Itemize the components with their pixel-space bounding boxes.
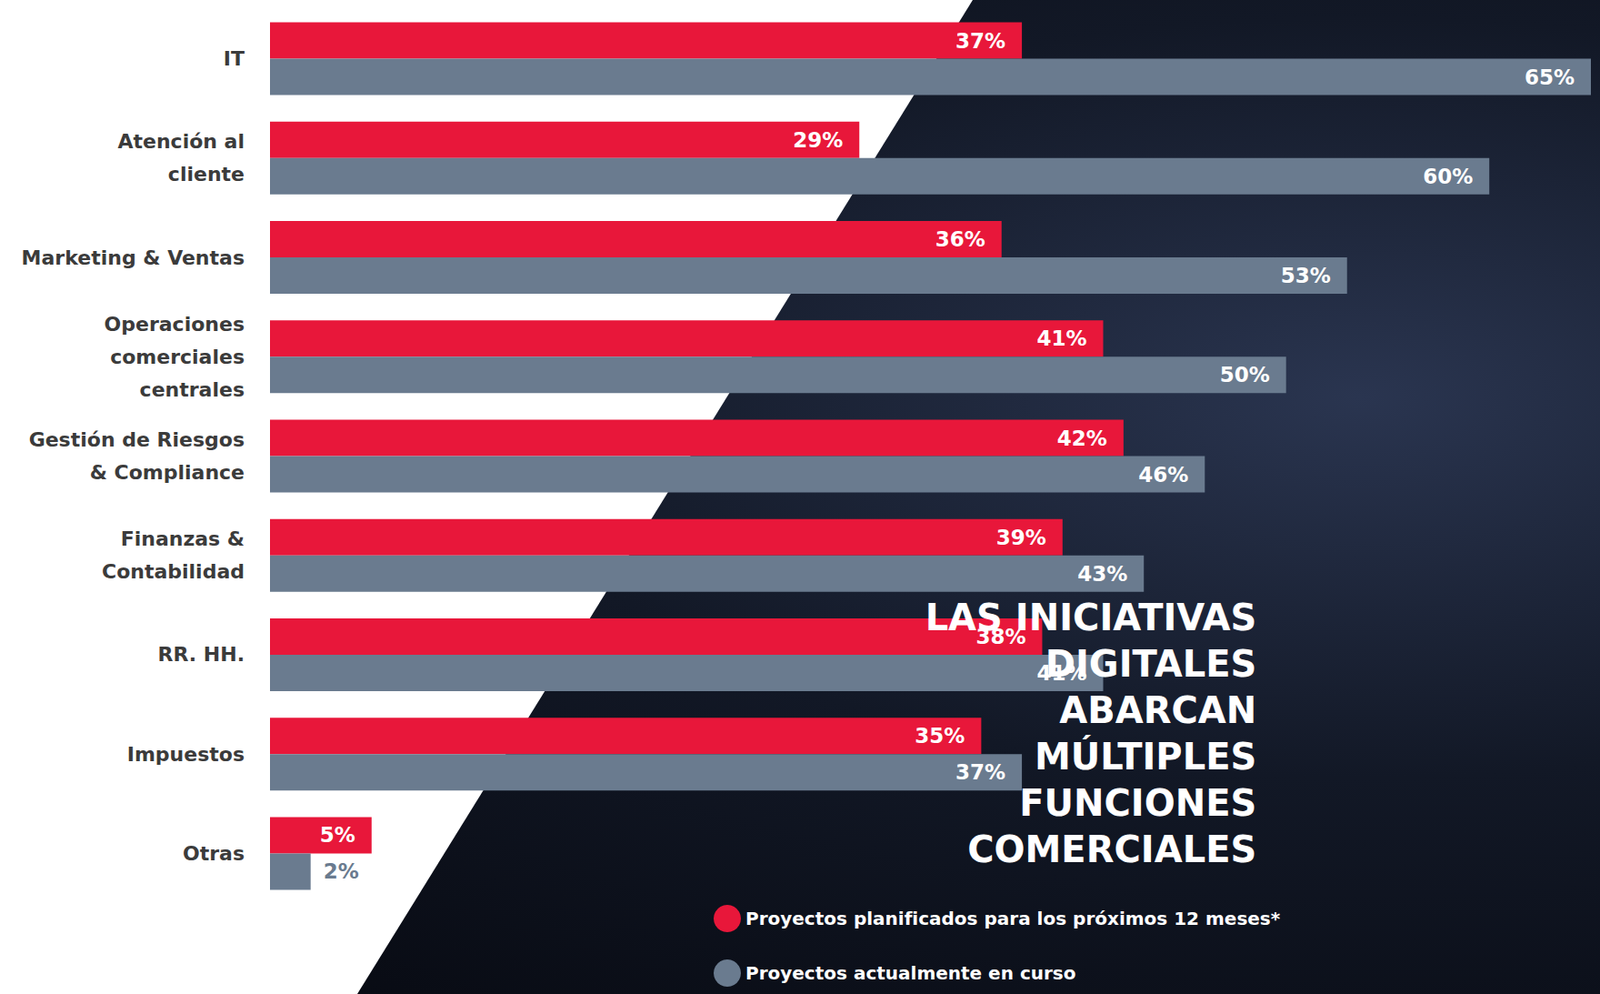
svg-text:DIGITALES: DIGITALES [1045, 642, 1258, 685]
svg-text:53%: 53% [1280, 263, 1331, 288]
svg-text:Proyectos actualmente en curso: Proyectos actualmente en curso [745, 961, 1077, 984]
svg-text:Impuestos: Impuestos [127, 742, 245, 766]
svg-text:ABARCAN: ABARCAN [1059, 689, 1257, 731]
svg-text:centrales: centrales [140, 378, 245, 401]
svg-text:Otras: Otras [182, 841, 245, 865]
svg-text:42%: 42% [1057, 426, 1108, 450]
svg-text:Gestión de Riesgos: Gestión de Riesgos [29, 428, 245, 451]
svg-text:37%: 37% [955, 29, 1006, 53]
svg-text:comerciales: comerciales [110, 345, 245, 369]
svg-text:MÚLTIPLES: MÚLTIPLES [1034, 734, 1257, 778]
svg-text:IT: IT [223, 47, 245, 70]
svg-text:COMERCIALES: COMERCIALES [967, 828, 1257, 870]
svg-text:Marketing & Ventas: Marketing & Ventas [21, 246, 245, 270]
svg-text:46%: 46% [1138, 462, 1189, 487]
svg-text:Operaciones: Operaciones [104, 312, 245, 336]
svg-text:Finanzas &: Finanzas & [120, 527, 245, 550]
svg-text:RR. HH.: RR. HH. [158, 642, 246, 666]
svg-text:LAS INICIATIVAS: LAS INICIATIVAS [925, 596, 1258, 639]
svg-text:FUNCIONES: FUNCIONES [1019, 781, 1257, 824]
svg-text:37%: 37% [955, 760, 1006, 784]
svg-text:65%: 65% [1524, 65, 1575, 90]
svg-text:cliente: cliente [168, 162, 245, 186]
svg-text:Contabilidad: Contabilidad [101, 560, 245, 583]
svg-text:39%: 39% [996, 525, 1047, 550]
svg-text:36%: 36% [935, 227, 986, 251]
svg-text:41%: 41% [1036, 326, 1087, 350]
svg-text:2%: 2% [323, 859, 360, 883]
svg-text:35%: 35% [914, 723, 965, 748]
svg-text:29%: 29% [792, 128, 843, 152]
svg-text:& Compliance: & Compliance [90, 460, 245, 484]
svg-text:5%: 5% [320, 822, 356, 847]
svg-text:43%: 43% [1077, 561, 1128, 586]
svg-text:Proyectos planificados para lo: Proyectos planificados para los próximos… [745, 907, 1281, 930]
svg-text:50%: 50% [1220, 362, 1270, 387]
svg-text:60%: 60% [1422, 164, 1473, 189]
svg-text:Atención al: Atención al [117, 130, 245, 153]
